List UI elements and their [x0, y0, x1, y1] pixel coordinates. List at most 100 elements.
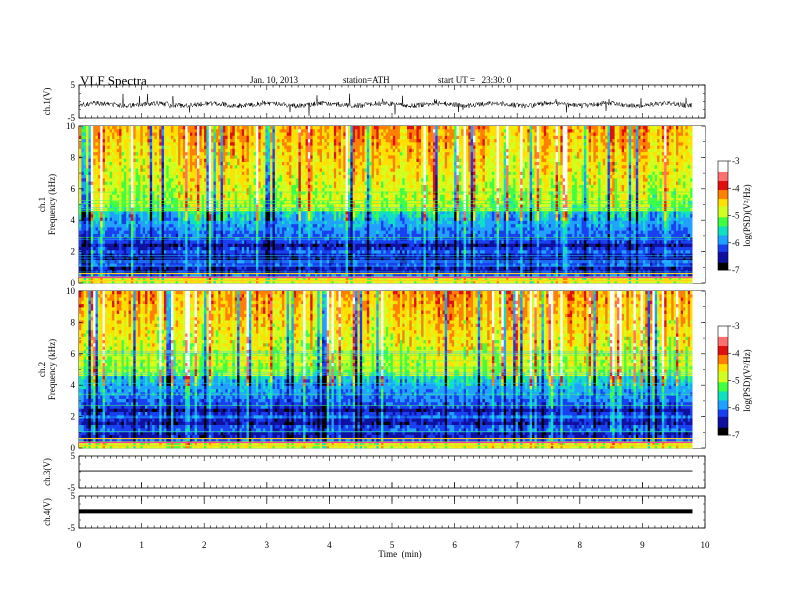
spectrogram-cell — [416, 129, 420, 133]
spectrogram-cell — [612, 168, 615, 173]
spectrogram-cell — [260, 148, 264, 153]
spectrogram-cell — [572, 139, 575, 143]
spectrogram-cell — [546, 126, 549, 130]
spectrogram-cell — [541, 126, 545, 130]
spectrogram-cell — [680, 142, 684, 146]
spectrogram-cell — [350, 168, 354, 173]
spectrogram-cell — [352, 148, 356, 153]
spectrogram-cell — [296, 142, 299, 146]
spectrogram-cell — [650, 126, 653, 130]
spectrogram-cell — [451, 139, 455, 143]
spectrogram-cell — [496, 132, 500, 137]
spectrogram-cell — [156, 139, 160, 143]
spectrogram-cell — [390, 158, 394, 163]
spectrogram-cell — [548, 132, 552, 137]
spectrogram-cell — [208, 135, 212, 140]
spectrogram-cell — [635, 132, 639, 137]
spectrogram-cell — [88, 145, 92, 150]
spectrogram-cell — [362, 148, 365, 153]
spectrogram-cell — [385, 142, 389, 146]
spectrogram-cell — [114, 148, 118, 153]
spectrogram-cell — [244, 132, 247, 137]
spectrogram-cell — [624, 129, 627, 133]
spectrogram-cell — [237, 135, 240, 140]
spectrogram-cell — [300, 148, 304, 153]
spectrogram-cell — [392, 165, 396, 169]
spectrogram-cell — [211, 155, 214, 160]
spectrogram-cell — [390, 168, 394, 173]
spectrogram-cell — [440, 155, 443, 160]
spectrogram-cell — [480, 129, 483, 133]
spectrogram-cell — [185, 155, 188, 160]
spectrogram-cell — [565, 155, 568, 160]
spectrogram-cell — [477, 161, 481, 166]
spectrogram-cell — [548, 158, 552, 163]
spectrogram-cell — [588, 132, 592, 137]
spectrogram-cell — [303, 155, 306, 160]
spectrogram-cell — [494, 171, 497, 176]
spectrogram-cell — [331, 135, 335, 140]
spectrogram-cell — [260, 165, 264, 169]
spectrogram-cell — [397, 132, 401, 137]
spectrogram-cell — [416, 139, 420, 143]
spectrogram-cell — [373, 152, 377, 156]
spectrogram-cell — [631, 152, 634, 156]
spectrogram-cell — [423, 142, 427, 146]
spectrogram-cell — [93, 126, 96, 130]
spectrogram-cell — [635, 165, 639, 169]
spectrogram-cell — [385, 132, 389, 137]
spectrogram-cell — [126, 165, 129, 169]
spectrogram-cell — [522, 126, 526, 130]
spectrogram-cell — [414, 129, 417, 133]
spectrogram-cell — [624, 152, 627, 156]
spectrogram-cell — [598, 155, 601, 160]
spectrogram-cell — [93, 152, 96, 156]
spectrogram-cell — [279, 148, 283, 153]
spectrogram-cell — [376, 132, 379, 137]
spectrogram-cell — [621, 158, 625, 163]
spectrogram-cell — [675, 129, 679, 133]
spectrogram-cell — [208, 152, 212, 156]
spectrogram-cell — [156, 135, 160, 140]
spectrogram-cell — [213, 129, 217, 133]
spectrogram-cell — [411, 168, 415, 173]
spectrogram-cell — [501, 171, 505, 176]
spectrogram-cell — [310, 145, 313, 150]
spectrogram-cell — [272, 152, 276, 156]
spectrogram-cell — [432, 165, 436, 169]
spectrogram-cell — [338, 148, 342, 153]
spectrogram-cell — [550, 142, 554, 146]
spectrogram-cell — [381, 168, 384, 173]
spectrogram-cell — [336, 158, 339, 163]
spectrogram-cell — [366, 135, 370, 140]
spectrogram-cell — [421, 139, 424, 143]
spectrogram-cell — [196, 168, 200, 173]
spectrogram-cell — [421, 161, 424, 166]
spectrogram-cell — [128, 171, 132, 176]
spectrogram-cell — [265, 145, 269, 150]
spectrogram-cell — [175, 129, 179, 133]
spectrogram-cell — [225, 139, 228, 143]
spectrogram-cell — [666, 152, 670, 156]
spectrogram-cell — [642, 126, 646, 130]
spectrogram-cell — [267, 148, 271, 153]
spectrogram-cell — [491, 155, 495, 160]
spectrogram-cell — [248, 152, 252, 156]
spectrogram-cell — [458, 165, 462, 169]
spectrogram-cell — [423, 132, 427, 137]
spectrogram-cell — [522, 139, 526, 143]
spectrogram-cell — [196, 142, 200, 146]
spectrogram-cell — [442, 135, 446, 140]
spectrogram-cell — [338, 158, 342, 163]
spectrogram-cell — [550, 132, 554, 137]
spectrogram-cell — [390, 126, 394, 130]
spectrogram-cell — [300, 142, 304, 146]
spectrogram-cell — [626, 129, 630, 133]
spectrogram-cell — [81, 168, 85, 173]
spectrogram-cell — [574, 148, 578, 153]
spectrogram-cell — [487, 132, 490, 137]
spectrogram-cell — [121, 148, 125, 153]
spectrogram-cell — [465, 126, 469, 130]
spectrogram-cell — [312, 129, 316, 133]
spectrogram-cell — [654, 126, 658, 130]
